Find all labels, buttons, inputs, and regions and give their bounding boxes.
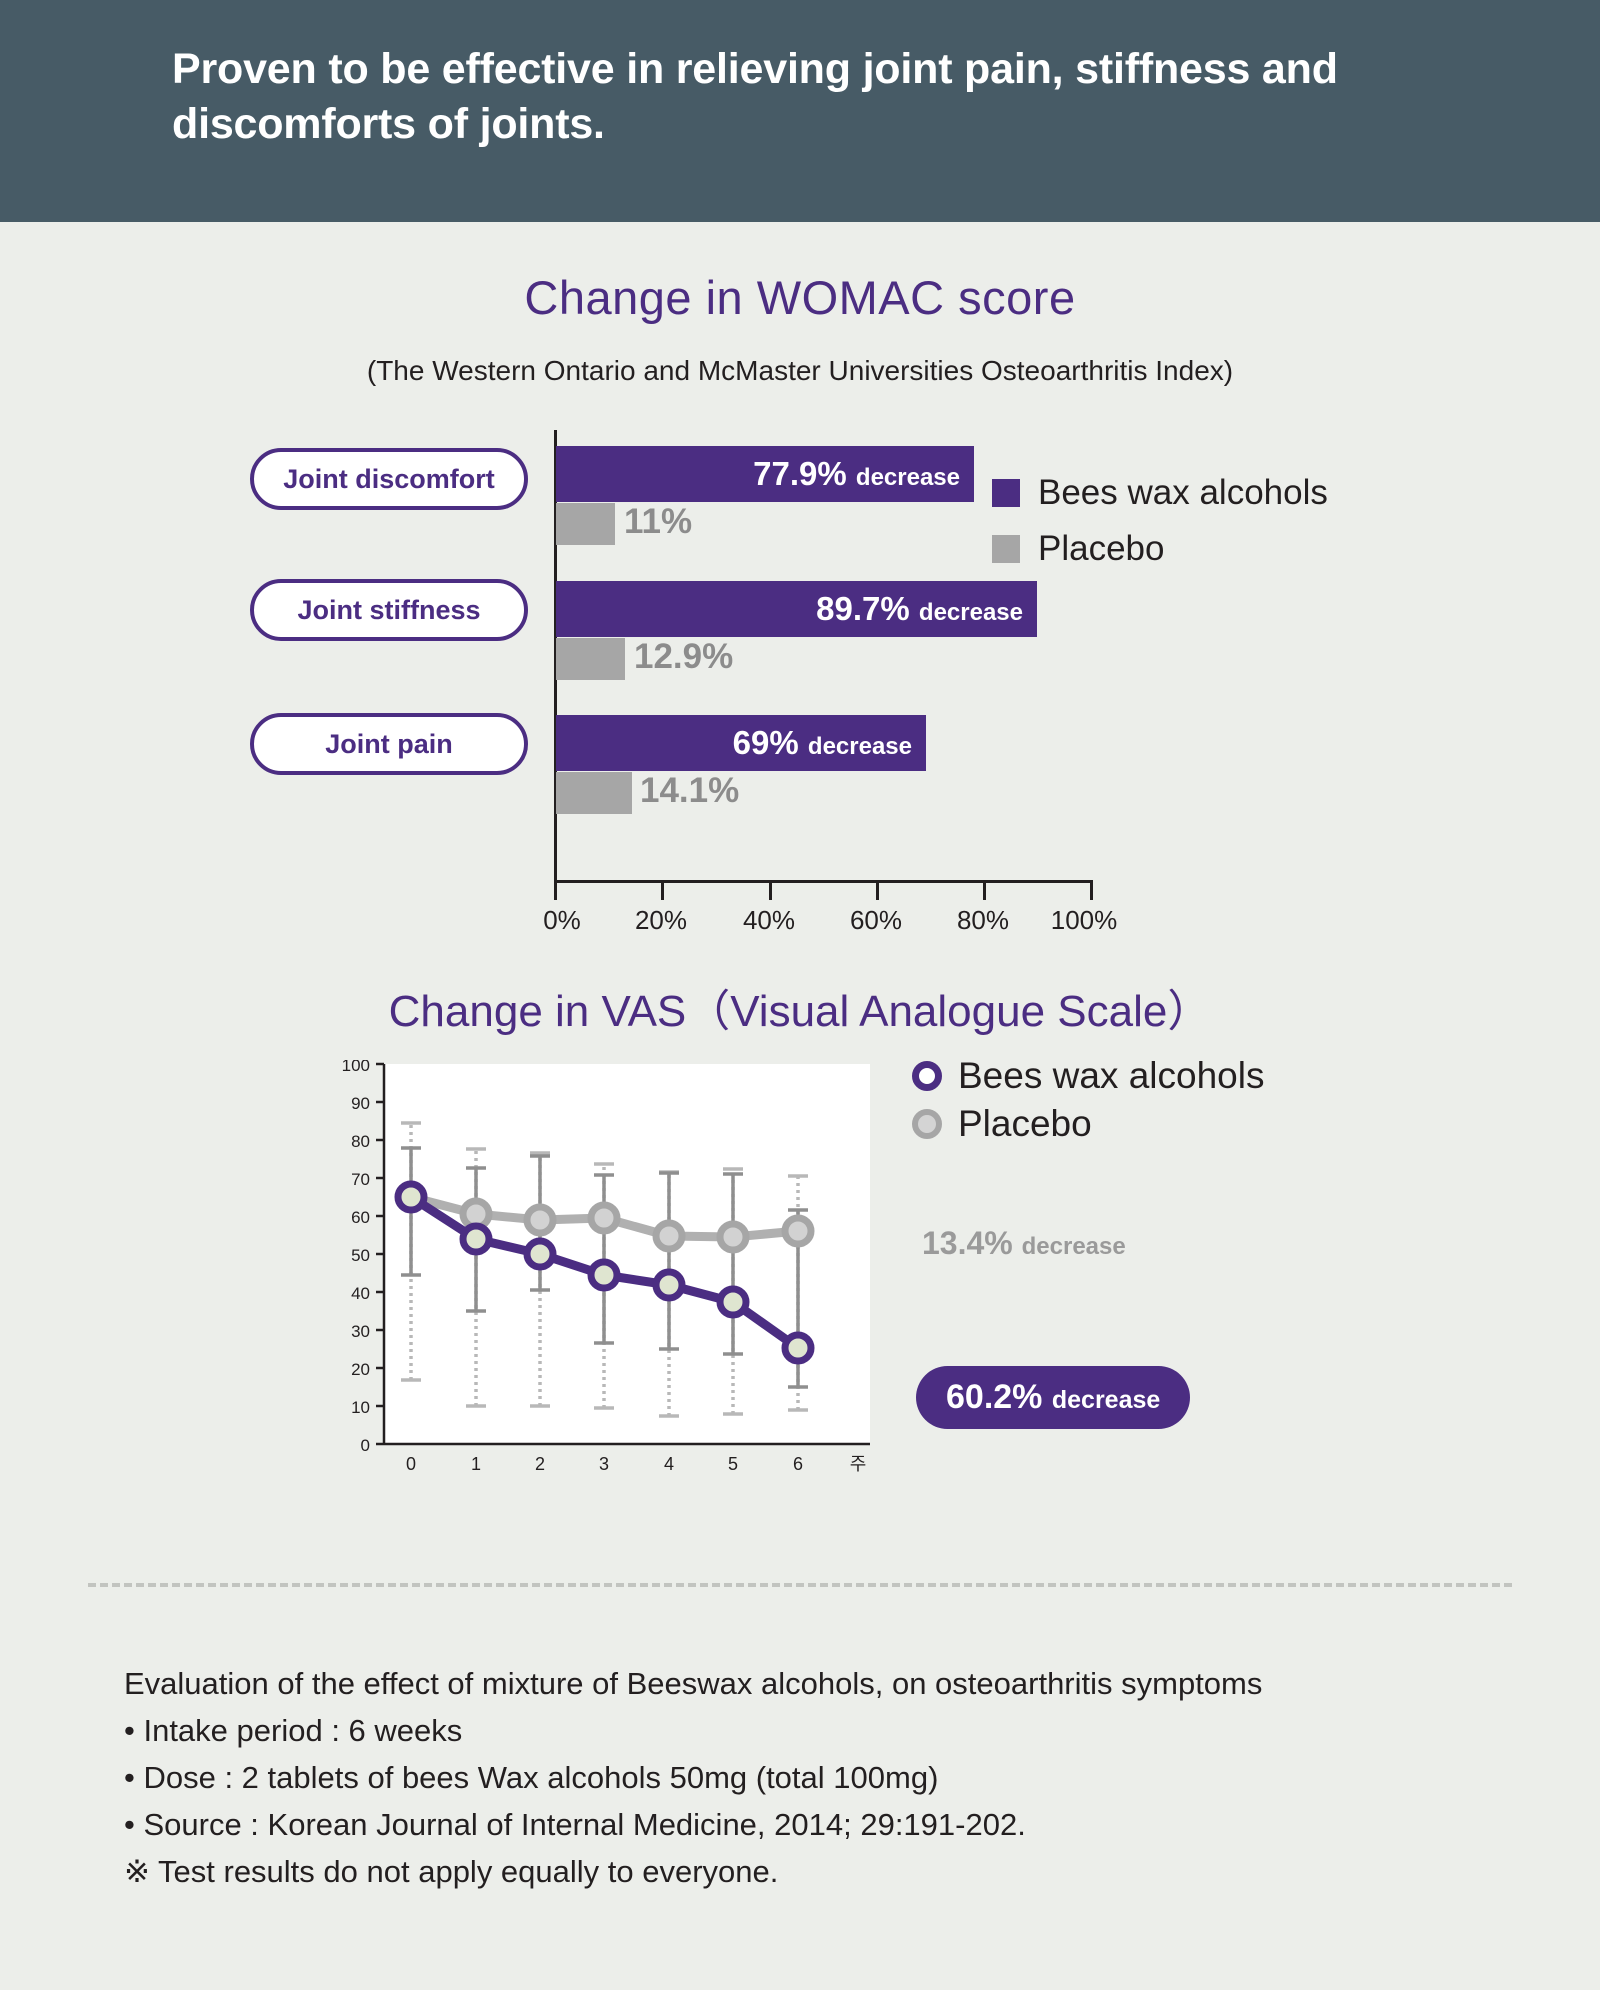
svg-text:30: 30 — [351, 1322, 370, 1341]
section-divider — [88, 1583, 1512, 1587]
svg-text:90: 90 — [351, 1094, 370, 1113]
vas-y-tick-labels: 100 90 80 70 60 50 40 30 20 10 0 — [342, 1060, 370, 1455]
vas-legend-item-bees-wax-alcohols: Bees wax alcohols — [912, 1055, 1264, 1097]
womac-legend-item-placebo: Placebo — [992, 529, 1328, 569]
vas-x-tick-labels: 0 1 2 3 4 5 6 주 — [406, 1454, 866, 1474]
vas-placebo-decrease-note: 13.4% decrease — [922, 1225, 1126, 1261]
vas-line-chart: 100 90 80 70 60 50 40 30 20 10 0 — [318, 1060, 898, 1505]
svg-text:60: 60 — [351, 1208, 370, 1227]
womac-bar-placebo-joint-discomfort — [556, 503, 615, 545]
womac-legend-item-bees-wax-alcohols: Bees wax alcohols — [992, 473, 1328, 513]
womac-category-pill-label: Joint stiffness — [297, 594, 481, 625]
womac-tick-label-60: 60% — [849, 905, 903, 935]
footnote-line-4: • Source : Korean Journal of Internal Me… — [124, 1807, 1026, 1843]
womac-y-axis-line — [554, 430, 557, 880]
vas-errorbar-caps-treatment — [401, 1146, 808, 1389]
womac-bar-treatment-joint-pain: 69% decrease — [556, 715, 926, 771]
svg-text:6: 6 — [793, 1454, 803, 1474]
womac-bar-value-treatment: 69% decrease — [732, 724, 912, 761]
womac-legend-label: Bees wax alcohols — [1038, 473, 1328, 512]
womac-legend: Bees wax alcohols Placebo — [992, 473, 1328, 585]
womac-tick-label-100: 100% — [1050, 905, 1118, 935]
footnote-line-1: Evaluation of the effect of mixture of B… — [124, 1666, 1263, 1701]
svg-text:70: 70 — [351, 1170, 370, 1189]
womac-category-pill-joint-stiffness: Joint stiffness — [250, 579, 528, 641]
vas-chart-title: Change in VAS（Visual Analogue Scale） — [388, 987, 1212, 1036]
womac-category-pill-joint-pain: Joint pain — [250, 713, 528, 775]
womac-tick-100 — [1090, 883, 1093, 900]
vas-legend: Bees wax alcohols Placebo — [912, 1055, 1264, 1151]
svg-text:40: 40 — [351, 1284, 370, 1303]
womac-bar-value-placebo: 14.1% — [640, 771, 740, 810]
womac-bar-value-placebo: 11% — [624, 502, 693, 541]
header-banner: Proven to be effective in relieving join… — [0, 0, 1600, 222]
legend-swatch-icon — [992, 535, 1020, 563]
vas-chart-svg: 100 90 80 70 60 50 40 30 20 10 0 — [342, 1060, 870, 1474]
legend-circle-icon — [912, 1061, 942, 1091]
vas-treatment-decrease-badge: 60.2% decrease — [916, 1366, 1191, 1429]
womac-tick-0 — [554, 883, 557, 900]
womac-bar-value-treatment: 77.9% decrease — [753, 455, 960, 492]
womac-bar-value-treatment: 89.7% decrease — [816, 590, 1023, 627]
womac-tick-40 — [769, 883, 772, 900]
svg-text:80: 80 — [351, 1132, 370, 1151]
womac-bar-placebo-joint-pain — [556, 772, 632, 814]
vas-legend-label: Placebo — [958, 1103, 1092, 1144]
vas-legend-item-placebo: Placebo — [912, 1103, 1264, 1145]
womac-bar-value-placebo: 12.9% — [634, 637, 734, 676]
vas-x-axis-unit-label: 주 — [850, 1454, 867, 1474]
womac-tick-label-80: 80% — [956, 905, 1010, 935]
vas-markers-treatment — [394, 1180, 815, 1365]
svg-text:2: 2 — [535, 1454, 545, 1474]
svg-text:50: 50 — [351, 1246, 370, 1265]
footnote-line-2: • Intake period : 6 weeks — [124, 1713, 463, 1749]
womac-tick-label-0: 0% — [543, 905, 581, 935]
legend-circle-icon — [912, 1109, 942, 1139]
womac-tick-60 — [876, 883, 879, 900]
svg-text:20: 20 — [351, 1360, 370, 1379]
footnotes: Evaluation of the effect of mixture of B… — [124, 1660, 1524, 1896]
womac-bar-placebo-joint-stiffness — [556, 638, 625, 680]
womac-category-pill-label: Joint discomfort — [283, 463, 495, 494]
svg-text:1: 1 — [471, 1454, 481, 1474]
womac-x-axis-line — [554, 880, 1093, 883]
footnote-line-3: • Dose : 2 tablets of bees Wax alcohols … — [124, 1760, 939, 1796]
legend-swatch-icon — [992, 479, 1020, 507]
womac-tick-label-40: 40% — [742, 905, 796, 935]
womac-chart-subtitle: (The Western Ontario and McMaster Univer… — [366, 355, 1234, 386]
womac-legend-label: Placebo — [1038, 529, 1165, 568]
womac-bar-treatment-joint-stiffness: 89.7% decrease — [556, 581, 1037, 637]
svg-text:0: 0 — [406, 1454, 416, 1474]
svg-text:3: 3 — [599, 1454, 609, 1474]
womac-category-pill-joint-discomfort: Joint discomfort — [250, 448, 528, 510]
womac-bar-treatment-joint-discomfort: 77.9% decrease — [556, 446, 974, 502]
vas-y-axis — [376, 1062, 870, 1446]
womac-chart-title: Change in WOMAC score — [524, 271, 1076, 324]
svg-text:0: 0 — [361, 1436, 370, 1455]
vas-legend-label: Bees wax alcohols — [958, 1055, 1265, 1096]
womac-tick-label-20: 20% — [634, 905, 688, 935]
womac-tick-80 — [983, 883, 986, 900]
footnote-line-5: ※ Test results do not apply equally to e… — [124, 1854, 779, 1890]
page-title: Proven to be effective in relieving join… — [172, 45, 1338, 149]
womac-tick-20 — [661, 883, 664, 900]
svg-text:5: 5 — [728, 1454, 738, 1474]
svg-text:10: 10 — [351, 1398, 370, 1417]
svg-text:100: 100 — [342, 1060, 370, 1075]
svg-text:4: 4 — [664, 1454, 674, 1474]
womac-bar-chart: 0% 20% 40% 60% 80% 100% Joint discomfort… — [0, 430, 1600, 935]
womac-category-pill-label: Joint pain — [325, 728, 453, 759]
